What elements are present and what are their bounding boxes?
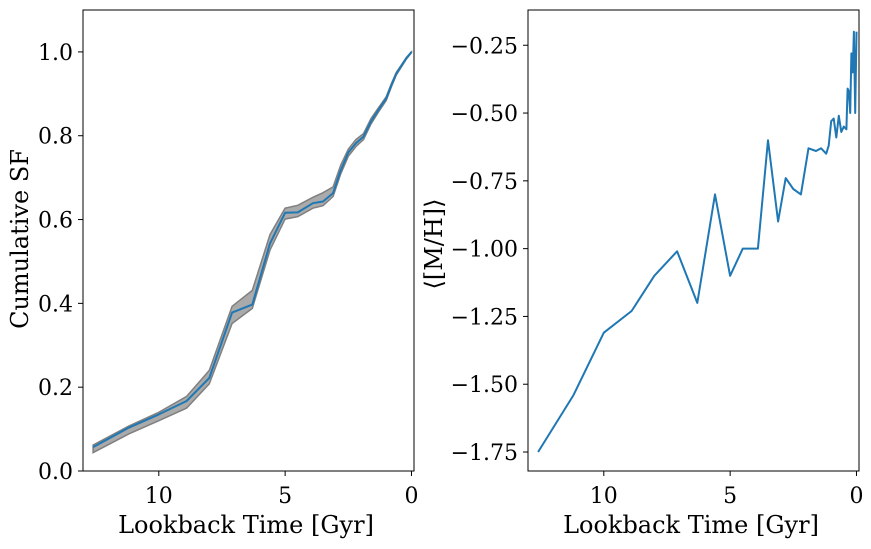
y-tick-label: −1.25 [451,305,518,330]
x-tick-label: 10 [145,484,173,509]
series-line [537,30,858,453]
y-axis-label-cumulative-sf: Cumulative SF [6,149,34,329]
x-tick-label: 10 [590,484,618,509]
metallicity-panel: 10 5 0 −1.75 −1.50 −1.25 −1.00 −0.75 −0.50 −0.25 [451,9,863,509]
cumulative-sf-panel: 10 5 0 0.0 0.2 0.4 0.6 0.8 1.0 [38,9,418,509]
uncertainty-band [92,49,413,454]
y-tick-label: −0.50 [451,102,518,127]
y-tick-label: 1.0 [38,41,73,66]
plot-frame [527,9,860,472]
plot-frame [82,9,415,472]
x-tick-label: 5 [723,484,737,509]
y-tick-label: 0.6 [38,209,73,234]
y-tick-label: 0.0 [38,460,73,485]
y-tick-label: −1.50 [451,373,518,398]
x-tick-label: 0 [404,484,418,509]
y-tick-label: −1.00 [451,238,518,263]
y-tick-label: −1.75 [451,441,518,466]
x-axis-label-lookback-right: Lookback Time [Gyr] [563,511,819,539]
y-tick-label: 0.4 [38,292,73,317]
x-axis-label-lookback-left: Lookback Time [Gyr] [118,511,374,539]
y-tick-label: 0.2 [38,376,73,401]
y-tick-label: −0.75 [451,170,518,195]
x-tick-label: 5 [278,484,292,509]
x-tick-label: 0 [849,484,863,509]
y-tick-label: 0.8 [38,125,73,150]
series-line [92,51,413,448]
y-tick-label: −0.25 [451,34,518,59]
y-axis-label-metallicity: ⟨[M/H]⟩ [420,198,448,289]
